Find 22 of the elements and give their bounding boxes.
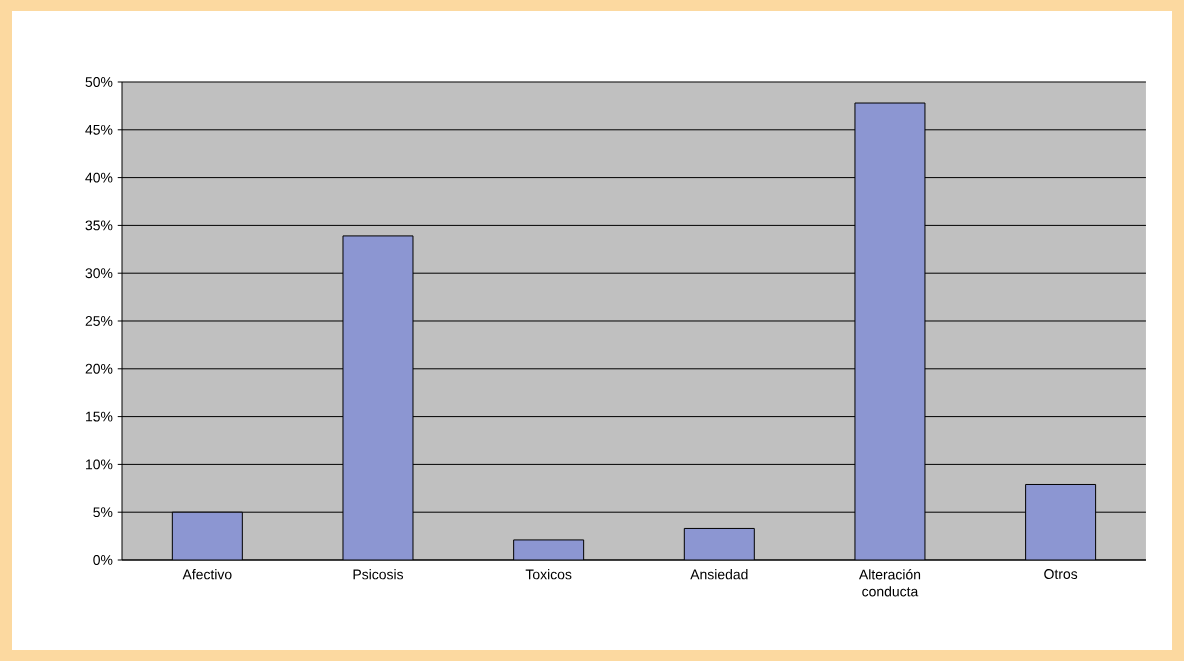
x-tick-label: Ansiedad	[690, 569, 748, 580]
y-tick-label: 25%	[85, 316, 113, 326]
y-tick-label: 0%	[93, 555, 113, 565]
bar	[171, 511, 243, 560]
y-tick-label: 20%	[85, 363, 113, 374]
bar	[854, 102, 926, 560]
y-tick-label: 15%	[86, 411, 113, 422]
x-tick-label: Alteración conducta	[858, 569, 921, 597]
y-tick-label: 40%	[85, 172, 113, 183]
y-tick-label: 45%	[85, 124, 113, 135]
x-tick-label: Psicosis	[353, 569, 404, 580]
x-tick-label: Afectivo	[182, 569, 232, 580]
y-tick-label: 5%	[93, 507, 113, 518]
bar	[1025, 483, 1097, 560]
x-tick-label: Toxicos	[525, 569, 572, 580]
x-tick-label: Otros	[1044, 569, 1078, 579]
bar	[342, 235, 414, 560]
y-tick-label: 30%	[85, 268, 113, 279]
y-tick-label: 10%	[86, 459, 113, 470]
y-tick-label: 35%	[85, 220, 113, 231]
bar	[683, 527, 755, 560]
y-tick-label: 50%	[85, 77, 113, 87]
